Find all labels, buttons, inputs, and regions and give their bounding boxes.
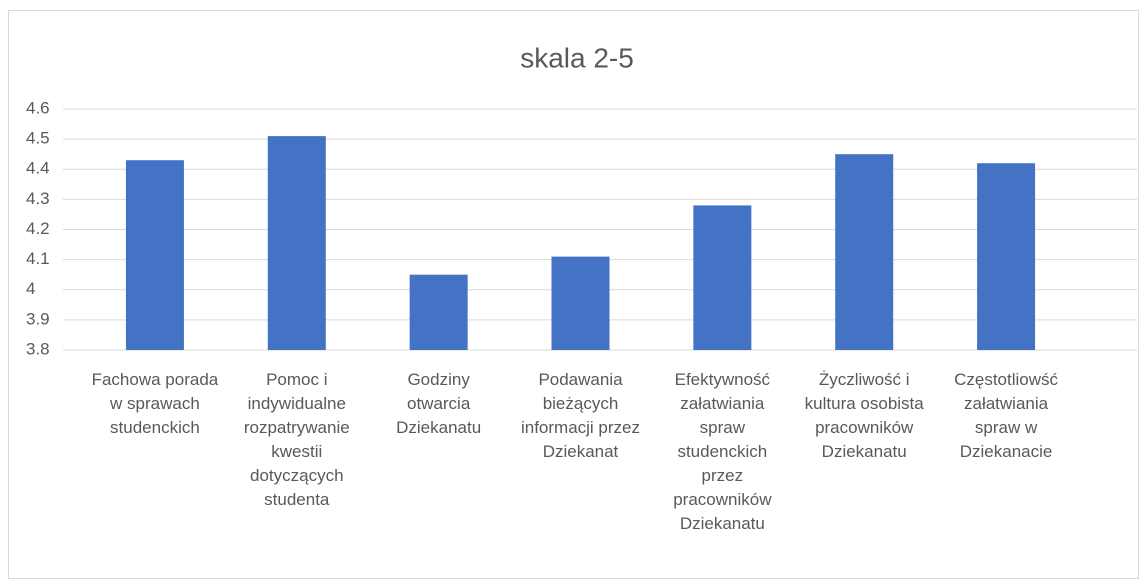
bar: [551, 256, 610, 350]
y-tick-label: 4: [26, 279, 35, 298]
bar: [693, 205, 752, 350]
x-tick-label: Podawania bieżących informacji przez Dzi…: [520, 370, 641, 461]
x-tick-label: Efektywność załatwiania spraw studenckic…: [673, 370, 772, 533]
bar: [835, 154, 894, 350]
y-tick-label: 4.4: [26, 159, 50, 178]
y-tick-label: 4.3: [26, 189, 50, 208]
y-tick-label: 4.5: [26, 129, 50, 148]
y-tick-label: 4.6: [26, 98, 50, 117]
chart-title: skala 2-5: [520, 42, 634, 73]
x-tick-label: Pomoc i indywidualne rozpatrywanie kwest…: [243, 370, 350, 509]
bar: [977, 163, 1036, 350]
x-tick-label: Godziny otwarcia Dziekanatu: [396, 370, 482, 437]
x-tick-label: Częstotliowść załatwiania spraw w Dzieka…: [954, 370, 1059, 461]
bar: [125, 160, 184, 350]
bar: [409, 274, 468, 350]
x-tick-label: Fachowa porada w sprawach studenckich: [91, 370, 219, 437]
x-tick-label: Życzliwość i kultura osobista pracownikó…: [804, 370, 924, 461]
y-tick-label: 4.1: [26, 249, 50, 268]
y-tick-label: 3.9: [26, 309, 50, 328]
y-tick-label: 3.8: [26, 339, 50, 358]
bar: [267, 136, 326, 350]
y-tick-label: 4.2: [26, 219, 50, 238]
